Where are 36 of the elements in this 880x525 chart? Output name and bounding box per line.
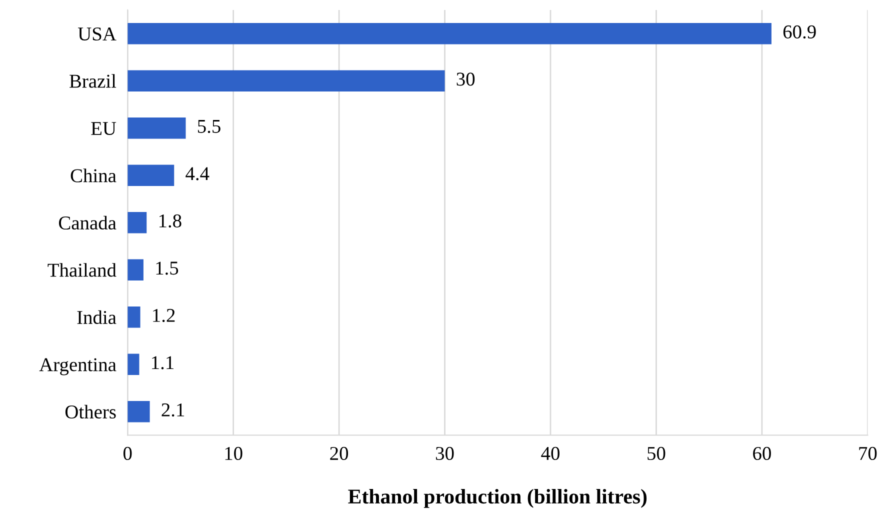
data-label: 4.4 — [186, 167, 210, 180]
data-label: 2.1 — [162, 403, 184, 417]
x-tick-label: 20 — [330, 446, 348, 460]
data-label: 1.2 — [153, 308, 175, 322]
x-tick-label: 30 — [436, 446, 454, 460]
bar — [128, 400, 150, 422]
x-tick-label: 0 — [123, 446, 132, 460]
x-tick-label: 50 — [648, 446, 666, 460]
bar — [128, 354, 140, 375]
y-tick-label: Canada — [58, 216, 116, 230]
bar — [128, 117, 186, 139]
y-tick-label: Brazil — [70, 74, 116, 88]
data-label: 1.5 — [156, 262, 178, 275]
bar — [128, 70, 445, 92]
data-label: 5.5 — [198, 120, 220, 134]
x-tick-label: 40 — [541, 446, 560, 460]
y-tick-label: USA — [78, 27, 116, 41]
bar — [128, 22, 772, 44]
x-tick-label: 10 — [225, 446, 242, 460]
y-tick-label: Argentina — [39, 358, 116, 376]
x-tick-label: 70 — [859, 446, 877, 460]
y-tick-label: EU — [91, 122, 116, 136]
y-tick-label: China — [70, 168, 116, 182]
x-tick-label: 60 — [753, 446, 771, 460]
bar — [128, 259, 144, 280]
data-label: 60.9 — [783, 25, 816, 39]
data-label: 30 — [456, 72, 475, 86]
y-tick-label: Others — [65, 404, 116, 419]
y-tick-label: India — [77, 310, 116, 324]
data-label: 1.8 — [159, 214, 182, 228]
bar — [128, 306, 140, 328]
bar — [128, 164, 174, 186]
bar — [128, 212, 147, 234]
data-label: 1.1 — [152, 356, 174, 370]
x-axis-title: Ethanol production (billion litres) — [348, 488, 647, 508]
y-tick-label: Thailand — [48, 263, 116, 277]
